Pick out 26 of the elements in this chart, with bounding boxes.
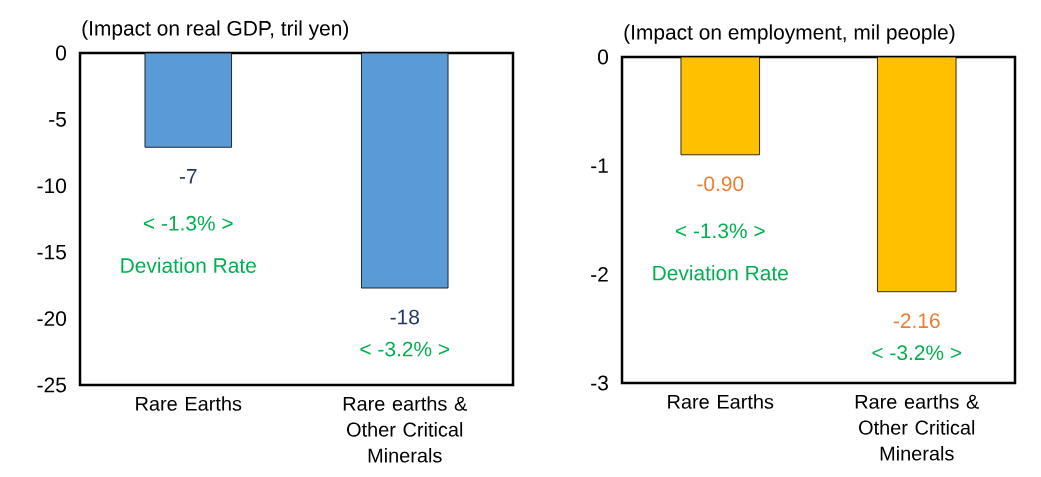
y-tick-label: 0 [56,45,67,61]
y-tick-label: -20 [37,311,67,326]
chart-title: (Impact on real GDP, tril yen) [82,20,349,40]
annotation: < -3.2% > [872,345,962,361]
data-label: -0.90 [697,176,744,192]
y-tick-label: -5 [49,112,66,127]
chart-title: (Impact on employment, mil people) [624,24,955,44]
data-label: -7 [179,169,197,184]
annotation: Deviation Rate [121,257,256,273]
y-tick-label: -1 [591,158,608,173]
annotation: < -1.3% > [143,215,233,231]
annotation: < -1.3% > [675,223,765,239]
y-tick-label: -2 [591,267,608,282]
x-tick-label: Rare Earths [136,396,242,411]
y-tick-label: 0 [598,49,609,65]
y-tick-label: -10 [37,178,67,194]
annotation: < -3.2% > [360,341,450,357]
y-tick-label: -15 [37,244,66,260]
x-tick-label: Rare Earths [668,394,774,409]
y-tick-label: -25 [37,377,66,393]
data-label: -2.16 [893,313,940,329]
data-label: -18 [390,309,419,325]
x-tick-label: Rare earths & Other Critical Minerals [343,396,467,463]
y-tick-label: -3 [591,375,608,391]
annotation: Deviation Rate [653,265,788,281]
x-tick-label: Rare earths & Other Critical Minerals [855,394,979,461]
